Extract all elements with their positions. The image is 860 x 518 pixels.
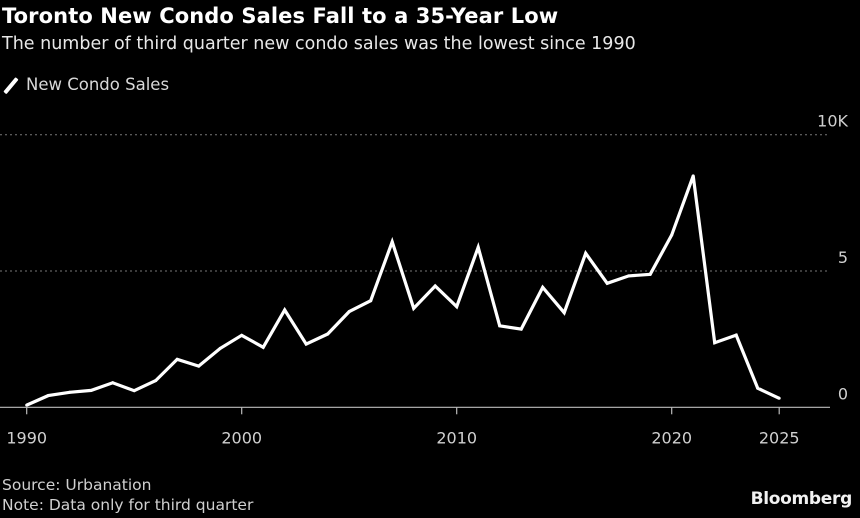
x-tick-label: 2010	[436, 428, 477, 447]
data-point	[283, 308, 287, 312]
data-point	[562, 311, 566, 315]
x-tick-label: 2025	[759, 428, 800, 447]
data-point	[175, 357, 179, 361]
data-point	[691, 174, 695, 178]
data-point	[240, 333, 244, 337]
legend-label: New Condo Sales	[26, 75, 170, 94]
data-point	[412, 306, 416, 310]
data-point	[713, 341, 717, 345]
data-point	[670, 233, 674, 237]
data-point	[46, 394, 50, 398]
data-point	[197, 364, 201, 368]
data-point	[498, 324, 502, 328]
data-point	[519, 327, 523, 331]
data-point	[347, 310, 351, 314]
data-point	[261, 345, 265, 349]
data-point	[584, 251, 588, 255]
data-point	[777, 396, 781, 400]
data-point	[68, 390, 72, 394]
y-tick-label: 5	[838, 248, 848, 267]
chart-title: Toronto New Condo Sales Fall to a 35-Yea…	[2, 4, 559, 28]
data-point	[541, 285, 545, 289]
data-point	[304, 342, 308, 346]
x-tick-label: 1990	[6, 428, 47, 447]
bloomberg-logo: Bloomberg	[750, 489, 853, 509]
data-point	[734, 333, 738, 337]
data-note: Note: Data only for third quarter	[2, 496, 254, 514]
series-line-new-condo-sales	[26, 175, 780, 407]
data-point	[390, 240, 394, 244]
legend: New Condo Sales	[2, 75, 169, 94]
data-point	[132, 389, 136, 393]
data-point	[25, 403, 29, 407]
data-point	[326, 332, 330, 336]
y-tick-label: 0	[838, 384, 848, 403]
data-point	[89, 388, 93, 392]
data-point	[756, 386, 760, 390]
x-tick-label: 2000	[221, 428, 262, 447]
x-tick-label: 2020	[651, 428, 692, 447]
chart-subtitle: The number of third quarter new condo sa…	[2, 34, 636, 54]
data-point	[476, 245, 480, 249]
data-point	[433, 284, 437, 288]
data-point	[648, 272, 652, 276]
data-point	[111, 381, 115, 385]
data-point	[154, 379, 158, 383]
data-point	[369, 299, 373, 303]
source-note: Source: Urbanation	[2, 476, 152, 494]
data-point	[605, 281, 609, 285]
data-point	[218, 346, 222, 350]
data-point	[627, 274, 631, 278]
data-point	[455, 305, 459, 309]
y-tick-label: 10K	[817, 112, 848, 131]
